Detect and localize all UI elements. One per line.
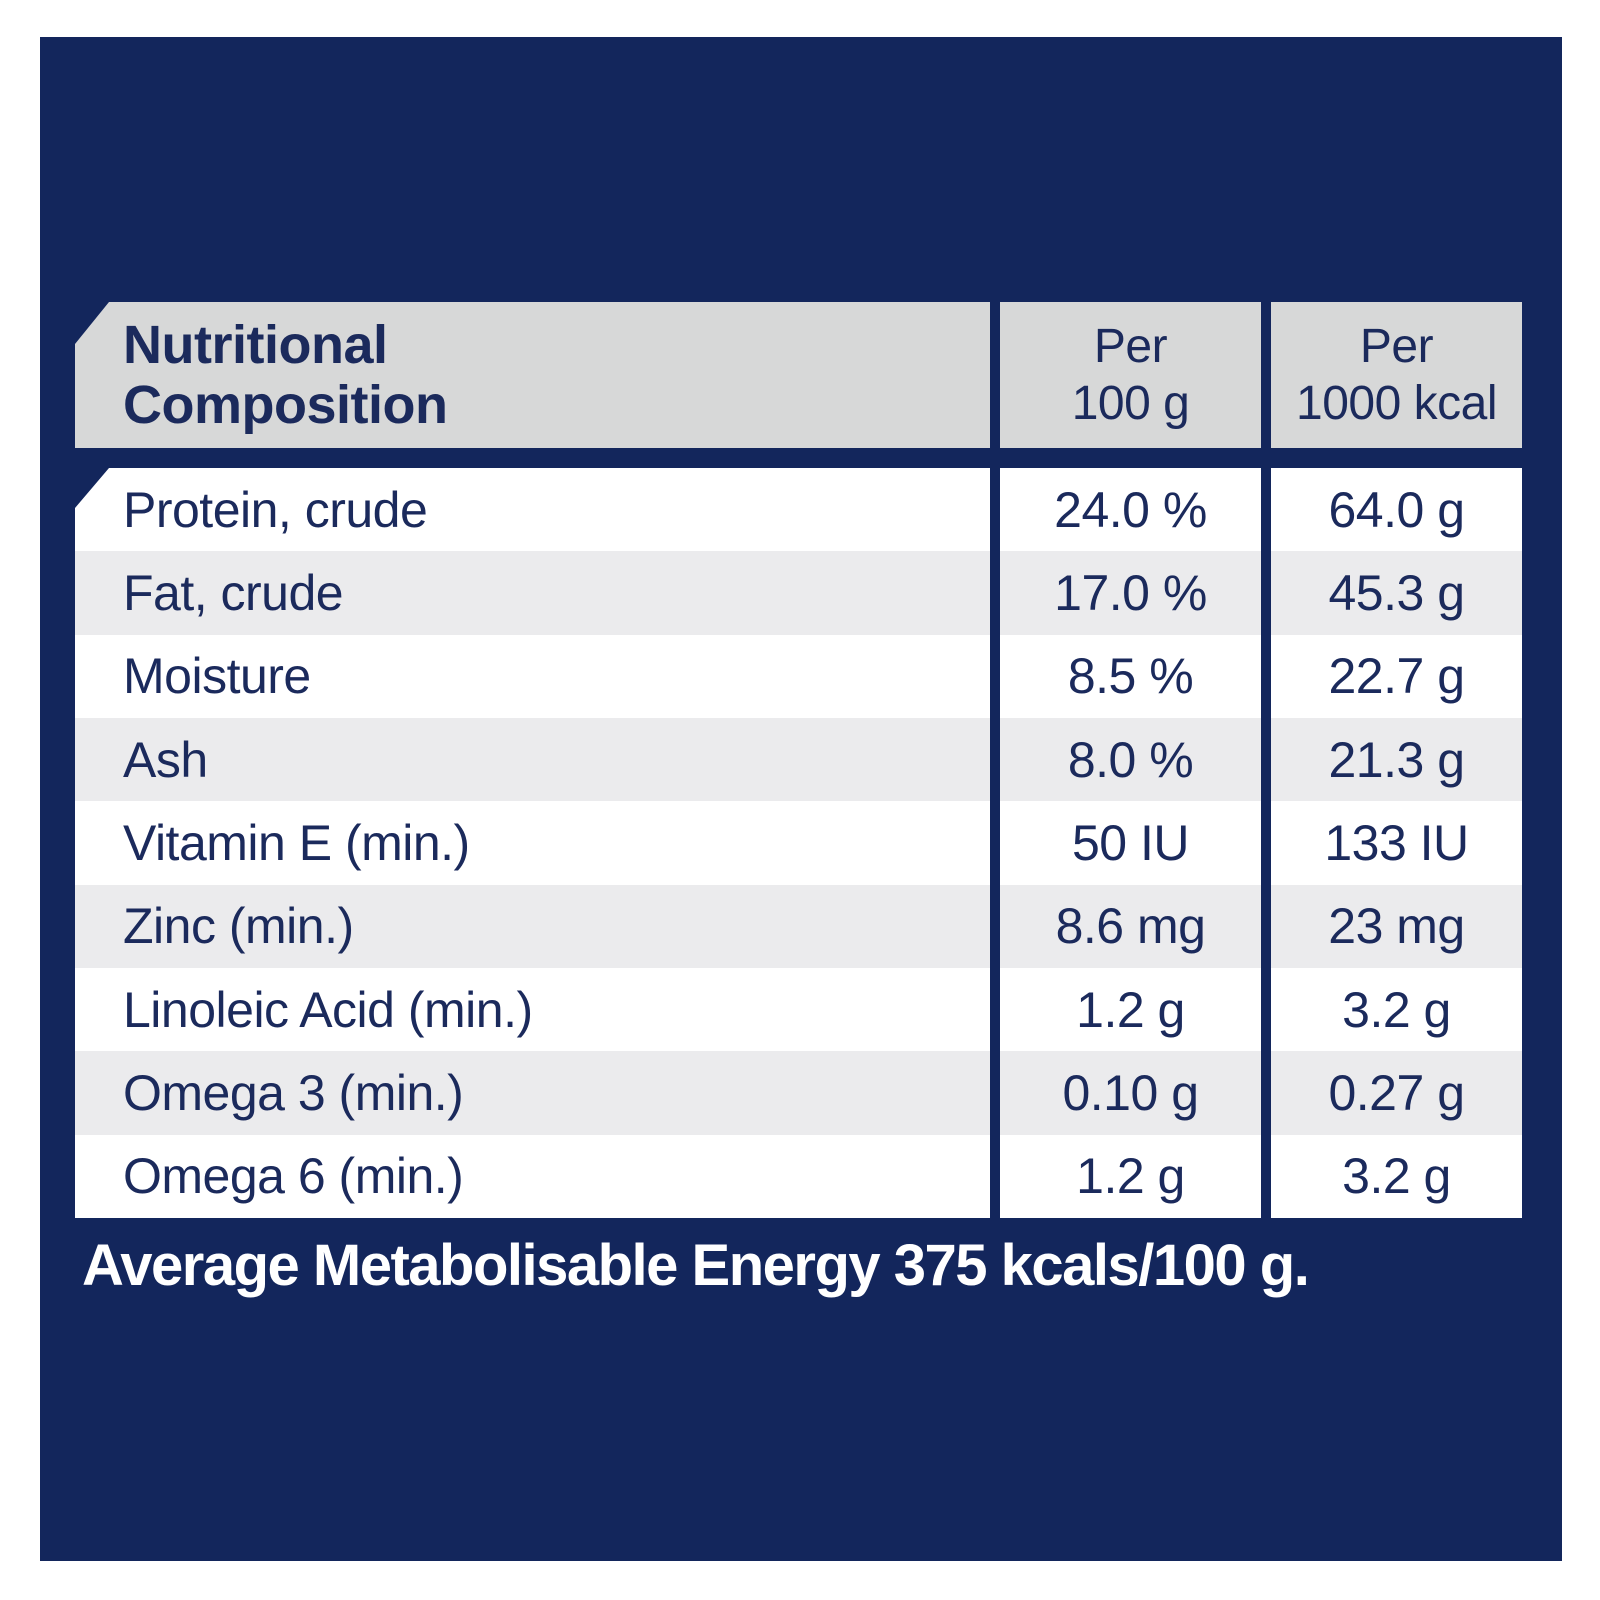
row-value-per-1000kcal: 3.2 g (1271, 1134, 1522, 1218)
table-row: Ash 8.0 % 21.3 g (75, 717, 1522, 802)
row-value-per-1000kcal: 22.7 g (1271, 634, 1522, 718)
row-label: Zinc (min.) (75, 884, 990, 968)
table-title-line1: Nutritional (123, 315, 388, 375)
table-body: Protein, crude 24.0 % 64.0 g Fat, crude … (75, 468, 1522, 1218)
table-row: Omega 3 (min.) 0.10 g 0.27 g (75, 1051, 1522, 1135)
column-header-per-1000kcal-line2: 1000 kcal (1296, 377, 1497, 430)
row-value-per-100g: 1.2 g (1000, 967, 1261, 1052)
table-row: Zinc (min.) 8.6 mg 23 mg (75, 884, 1522, 968)
table-row: Moisture 8.5 % 22.7 g (75, 634, 1522, 718)
row-value-per-100g: 8.0 % (1000, 717, 1261, 802)
row-value-per-100g: 8.6 mg (1000, 884, 1261, 968)
row-label: Omega 3 (min.) (75, 1051, 990, 1135)
row-value-per-100g: 1.2 g (1000, 1134, 1261, 1218)
row-value-per-100g: 0.10 g (1000, 1051, 1261, 1135)
table-row: Protein, crude 24.0 % 64.0 g (75, 468, 1522, 552)
row-value-per-1000kcal: 21.3 g (1271, 717, 1522, 802)
column-header-per-1000kcal: Per 1000 kcal (1271, 302, 1522, 448)
row-label: Fat, crude (75, 551, 990, 635)
row-value-per-1000kcal: 23 mg (1271, 884, 1522, 968)
row-value-per-1000kcal: 133 IU (1271, 801, 1522, 885)
table-title: Nutritional Composition (75, 302, 990, 448)
metabolisable-energy-note: Average Metabolisable Energy 375 kcals/1… (82, 1233, 1310, 1298)
column-header-per-1000kcal-line1: Per (1359, 320, 1434, 373)
row-label: Moisture (75, 634, 990, 718)
row-value-per-1000kcal: 64.0 g (1271, 468, 1522, 552)
row-value-per-1000kcal: 45.3 g (1271, 551, 1522, 635)
row-value-per-100g: 50 IU (1000, 801, 1261, 885)
row-value-per-1000kcal: 3.2 g (1271, 967, 1522, 1052)
table-header-row: Nutritional Composition Per 100 g Per 10… (75, 302, 1522, 448)
column-header-per-100g-line2: 100 g (1071, 377, 1190, 430)
table-row: Vitamin E (min.) 50 IU 133 IU (75, 801, 1522, 885)
table-title-line2: Composition (123, 375, 448, 435)
row-label: Ash (75, 717, 990, 802)
row-label: Vitamin E (min.) (75, 801, 990, 885)
table-row: Fat, crude 17.0 % 45.3 g (75, 551, 1522, 635)
row-value-per-1000kcal: 0.27 g (1271, 1051, 1522, 1135)
row-value-per-100g: 8.5 % (1000, 634, 1261, 718)
column-header-per-100g-line1: Per (1093, 320, 1168, 373)
column-header-per-100g: Per 100 g (1000, 302, 1261, 448)
nutrition-panel: Nutritional Composition Per 100 g Per 10… (40, 37, 1562, 1561)
row-value-per-100g: 17.0 % (1000, 551, 1261, 635)
row-label: Protein, crude (75, 468, 990, 552)
row-label: Linoleic Acid (min.) (75, 967, 990, 1052)
table-row: Linoleic Acid (min.) 1.2 g 3.2 g (75, 967, 1522, 1052)
table-row: Omega 6 (min.) 1.2 g 3.2 g (75, 1134, 1522, 1218)
row-value-per-100g: 24.0 % (1000, 468, 1261, 552)
row-label: Omega 6 (min.) (75, 1134, 990, 1218)
